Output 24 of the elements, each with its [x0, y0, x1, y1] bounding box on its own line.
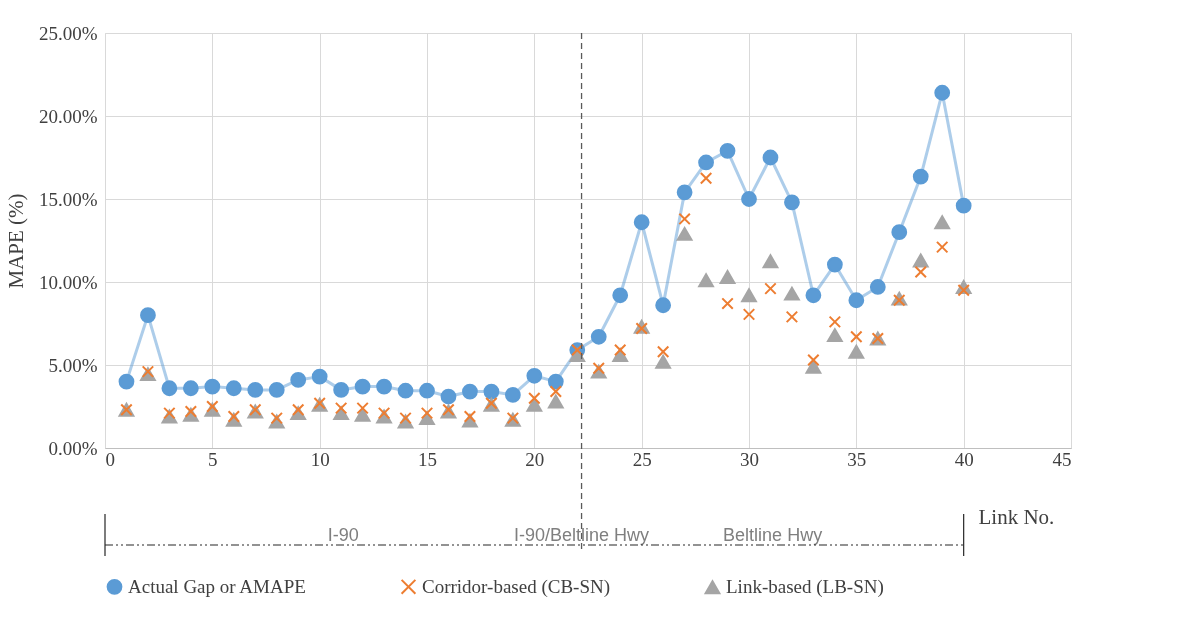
text: I-90/Beltline Hwy — [514, 525, 650, 545]
y-tick-label: 5.00% — [48, 354, 98, 376]
y-axis-title: MAPE (%) — [3, 193, 28, 289]
x-tick-label: 15 — [418, 448, 437, 470]
legend-label: Corridor-based (CB-SN) — [422, 575, 611, 598]
x-tick-label: 30 — [740, 448, 759, 470]
legend-label: Link-based (LB-SN) — [726, 576, 884, 599]
x-tick-label: 10 — [310, 448, 330, 470]
x-tick-label: 45 — [1052, 448, 1072, 470]
y-tick-label: 10.00% — [38, 271, 98, 293]
y-tick-label: 0.00% — [48, 437, 98, 459]
text: I-90 — [327, 525, 359, 545]
x-axis-title: Link No. — [978, 504, 1055, 529]
y-tick-label: 20.00% — [38, 105, 98, 127]
x-tick-label: 40 — [954, 448, 974, 470]
x-tick-label: 20 — [525, 448, 545, 470]
x-tick-label: 5 — [208, 448, 218, 470]
x-tick-label: 25 — [632, 448, 652, 470]
y-tick-label: 15.00% — [38, 188, 98, 210]
legend-label: Actual Gap or AMAPE — [128, 575, 306, 597]
x-tick-label: 0 — [105, 448, 115, 470]
y-tick-label: 25.00% — [38, 22, 98, 44]
text: Beltline Hwy — [723, 525, 823, 545]
x-tick-label: 35 — [847, 448, 867, 470]
